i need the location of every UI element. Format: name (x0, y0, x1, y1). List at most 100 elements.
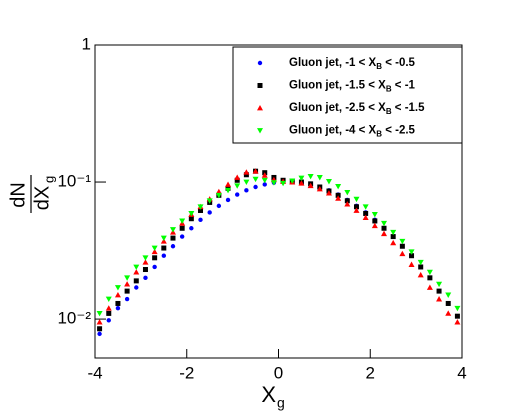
series (96, 173, 461, 317)
point (454, 313, 460, 319)
series (97, 168, 460, 332)
point (353, 204, 359, 210)
point (215, 188, 222, 195)
point (381, 225, 387, 231)
point (133, 269, 140, 275)
point (96, 319, 103, 325)
x-tick-label: 2 (366, 363, 375, 382)
point (298, 180, 305, 186)
point (151, 248, 158, 255)
point (353, 196, 360, 203)
point (179, 218, 186, 224)
legend-label: Gluon jet, -2.5 < XB < -1.5 (289, 102, 425, 116)
point (445, 292, 452, 298)
point (215, 192, 222, 199)
point (417, 259, 424, 266)
point (426, 284, 433, 290)
point (371, 222, 378, 229)
point (124, 281, 131, 287)
point (316, 185, 323, 192)
point (390, 234, 396, 240)
point (436, 281, 443, 288)
y-axis-label: dN dX g (7, 175, 56, 213)
point (234, 174, 241, 180)
point (152, 255, 158, 261)
point (325, 179, 332, 185)
legend-label: Gluon jet, -1 < XB < -0.5 (289, 57, 416, 71)
point (362, 204, 369, 210)
point (142, 255, 149, 261)
point (160, 235, 167, 242)
point (280, 180, 287, 187)
legend-label: Gluon jet, -1.5 < XB < -1 (289, 80, 416, 94)
legend-label: Gluon jet, -4 < XB < -2.5 (289, 125, 416, 139)
point (161, 253, 167, 258)
point (417, 271, 424, 278)
legend-marker (257, 83, 263, 88)
x-tick-label: -2 (179, 363, 194, 382)
point (198, 207, 204, 213)
point (170, 235, 176, 241)
point (261, 177, 268, 184)
point (142, 259, 149, 265)
point (316, 175, 323, 181)
x-tick-label: 0 (274, 363, 283, 382)
point (408, 249, 415, 255)
legend-marker (257, 105, 263, 111)
point (169, 227, 176, 233)
point (179, 234, 185, 239)
point (105, 305, 112, 311)
point (335, 192, 341, 198)
point (335, 195, 342, 201)
point (454, 305, 461, 312)
legend-marker (257, 60, 263, 66)
point (454, 319, 461, 325)
point (234, 183, 241, 189)
x-tick-label: -4 (87, 363, 102, 382)
point (106, 310, 112, 316)
point (134, 285, 139, 290)
x-tick-label: 4 (457, 363, 466, 382)
point (344, 201, 351, 207)
point (289, 178, 296, 184)
point (97, 326, 103, 332)
point (225, 197, 231, 203)
y-label-denominator: dX (31, 186, 53, 210)
point (261, 172, 268, 178)
y-tick-label: 10⁻¹ (57, 172, 91, 191)
point (225, 187, 232, 194)
point (409, 253, 415, 259)
point (262, 182, 267, 187)
point (436, 288, 442, 294)
point (234, 177, 240, 183)
y-tick-label: 1 (82, 34, 91, 53)
point (335, 183, 342, 190)
point (408, 261, 415, 267)
point (445, 310, 452, 316)
point (207, 210, 212, 215)
point (252, 176, 259, 183)
point (96, 311, 103, 317)
point (362, 214, 369, 221)
point (124, 288, 130, 294)
point (270, 180, 277, 186)
point (143, 275, 148, 281)
point (381, 220, 388, 227)
point (399, 238, 406, 245)
x-axis-label: X (261, 382, 276, 407)
point (298, 175, 305, 182)
point (243, 172, 249, 178)
point (418, 264, 424, 270)
point (445, 300, 451, 306)
point (170, 244, 176, 249)
point (252, 168, 259, 174)
point (344, 198, 350, 204)
point (115, 306, 121, 311)
point (142, 267, 148, 273)
x-axis-label-subscript: g (277, 395, 285, 411)
point (325, 190, 332, 196)
point (151, 245, 158, 252)
legend-box (232, 46, 463, 144)
point (235, 192, 240, 197)
